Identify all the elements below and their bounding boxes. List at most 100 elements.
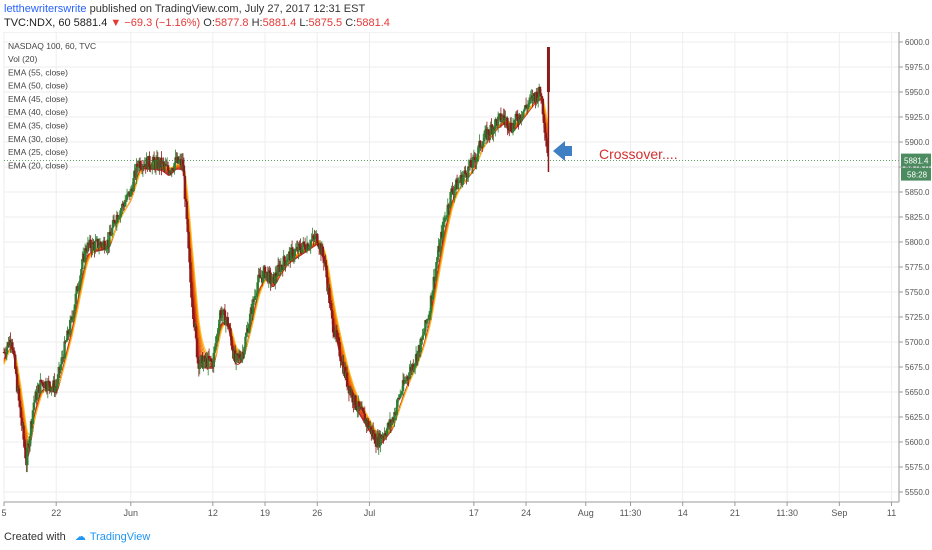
candle-body <box>171 168 174 170</box>
crossover-annotation: Crossover.... <box>553 141 678 162</box>
candle-body <box>316 233 319 243</box>
chart-area[interactable]: 5550.0 5575.0 5600.0 5625.0 5650.0 5675.0 5700… <box>0 31 932 522</box>
candle-body <box>113 220 117 224</box>
candle-body <box>416 350 420 362</box>
candle-body <box>543 122 546 133</box>
candle-body <box>381 436 384 439</box>
candle-body <box>36 389 39 400</box>
candle-body <box>94 241 97 251</box>
candle-body <box>53 380 56 392</box>
candle-body <box>221 309 225 315</box>
candle-body <box>362 411 366 414</box>
candle-body <box>192 307 195 319</box>
candle-body <box>399 394 402 399</box>
candle-body <box>108 231 111 247</box>
candle-body <box>308 246 311 248</box>
candle-body <box>502 115 505 117</box>
candle-body <box>423 331 426 335</box>
candle-body <box>168 171 172 174</box>
candle-body <box>542 114 545 123</box>
candle-body <box>121 203 124 209</box>
candle-body <box>213 346 216 353</box>
candle-body <box>166 165 170 171</box>
candle-body <box>283 256 286 262</box>
candle-body <box>435 262 438 269</box>
published-text: published on TradingView.com, July 27, 2… <box>89 3 366 15</box>
symbol-line: TVC:NDX, 60 5881.4 <box>4 17 108 29</box>
price-chart[interactable]: 5550.0 5575.0 5600.0 5625.0 5650.0 5675.0 5700… <box>0 31 932 522</box>
candle-body <box>170 168 174 172</box>
candle-body <box>356 409 359 411</box>
candle-body <box>448 205 451 209</box>
candle-body <box>487 129 490 135</box>
price-tick-label: 5925.0 <box>905 113 930 122</box>
candle-body <box>541 98 545 115</box>
candle-body <box>453 190 456 195</box>
candle-body <box>299 245 302 251</box>
candle-body <box>188 248 191 263</box>
candle-body <box>277 264 281 266</box>
candle-body <box>481 141 485 147</box>
candle-body <box>477 145 480 154</box>
candle-body <box>177 156 180 163</box>
price-tick-label: 5750.0 <box>905 288 930 297</box>
candle-body <box>526 104 530 109</box>
candle-body <box>67 330 70 335</box>
candle-body <box>178 161 181 163</box>
candle-body <box>141 165 145 170</box>
candle-body <box>195 338 199 358</box>
price-axis[interactable]: 5550.0 5575.0 5600.0 5625.0 5650.0 5675.0 5700… <box>898 32 930 502</box>
candle-body <box>434 268 437 281</box>
candle-body <box>218 319 221 331</box>
candle-body <box>289 247 293 261</box>
candle-body <box>309 241 312 247</box>
candle-body <box>523 105 527 110</box>
candle-body <box>276 264 280 276</box>
ohlc-high-label: H: <box>251 17 263 29</box>
candle-body <box>451 188 454 193</box>
candle-body <box>261 270 265 282</box>
candle-body <box>123 201 127 207</box>
time-tick-label: 21 <box>730 508 740 518</box>
candle-body <box>230 336 233 346</box>
author-link[interactable]: letthewriterswrite <box>4 3 87 15</box>
candle-body <box>118 216 121 218</box>
time-axis[interactable]: 5 22 Jun 12 19 26 Jul 17 24 Aug 11:30 14 21 11:30 Sep 1… <box>1 501 899 518</box>
candle-body <box>74 293 77 305</box>
candle-body <box>413 363 417 367</box>
candle-body <box>488 134 491 136</box>
candle-body <box>275 275 279 277</box>
candle-body <box>291 248 295 259</box>
candle-body <box>142 165 146 167</box>
candle-body <box>405 376 408 381</box>
price-tick-label: 5600.0 <box>905 438 930 447</box>
legend-item: Vol (20) <box>8 54 37 64</box>
candle-body <box>355 407 358 411</box>
candle-body <box>302 241 305 248</box>
candle-body <box>429 295 433 313</box>
candle-body <box>403 380 407 384</box>
candle-body <box>251 299 255 314</box>
candle-body <box>282 256 285 271</box>
candle-body <box>91 242 94 252</box>
candle-body <box>461 177 464 185</box>
price-tick-label: 5875.0 <box>905 163 930 172</box>
candle-body <box>324 262 327 266</box>
candle-body <box>339 356 342 362</box>
candle-body <box>154 159 158 169</box>
candle-body <box>469 160 473 167</box>
candle-body <box>245 332 248 337</box>
candle-body <box>81 259 84 269</box>
candle-body <box>253 296 256 301</box>
ohlc-close-value: 5881.4 <box>356 17 390 29</box>
candle-body <box>523 109 526 112</box>
candle-body <box>69 317 73 321</box>
candle-body <box>47 380 50 382</box>
tradingview-brand[interactable]: TradingView <box>89 531 151 543</box>
time-tick-label: 19 <box>260 508 270 518</box>
candle-body <box>519 114 522 120</box>
change-value: −69.3 (−1.16%) <box>124 17 201 29</box>
candle-body <box>395 407 398 415</box>
candle-body <box>63 341 66 359</box>
candle-body <box>454 187 457 191</box>
